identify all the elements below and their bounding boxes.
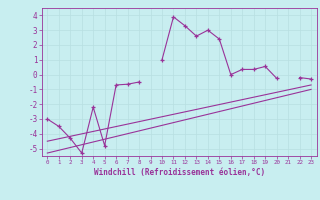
X-axis label: Windchill (Refroidissement éolien,°C): Windchill (Refroidissement éolien,°C)	[94, 168, 265, 177]
